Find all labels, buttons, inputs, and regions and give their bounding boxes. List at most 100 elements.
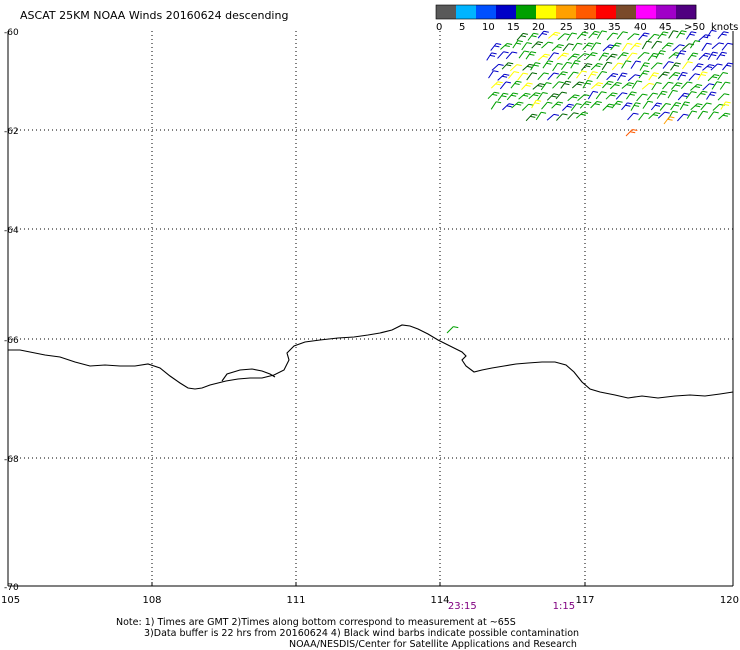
wind-barb xyxy=(672,44,685,52)
wind-barb xyxy=(625,91,637,100)
wind-barb xyxy=(650,102,662,111)
wind-barb xyxy=(531,99,542,109)
wind-barb xyxy=(667,110,678,120)
wind-barb xyxy=(662,81,674,90)
y-tick-label: -60 xyxy=(4,28,19,38)
wind-barb xyxy=(540,82,552,91)
x-tick-label: 108 xyxy=(142,595,161,606)
wind-barb xyxy=(657,71,670,79)
wind-barb xyxy=(560,80,572,89)
wind-barb xyxy=(571,42,583,51)
wind-barb xyxy=(668,30,679,39)
wind-barb xyxy=(711,81,722,90)
wind-barb xyxy=(490,43,502,51)
wind-barb xyxy=(706,29,717,39)
wind-barb xyxy=(718,112,731,120)
colorbar-tick-label: 30 xyxy=(583,22,596,33)
colorbar-tick-labels: 0 5 10 15 20 25 30 35 40 45 >50 xyxy=(436,22,705,33)
wind-barb xyxy=(551,101,564,109)
colorbar-segment xyxy=(616,5,637,19)
map-frame xyxy=(7,31,734,587)
wind-barb xyxy=(630,42,642,51)
wind-barb xyxy=(590,42,602,51)
wind-barb xyxy=(638,112,650,121)
wind-barb xyxy=(579,101,592,109)
wind-barb xyxy=(667,89,678,99)
wind-barb xyxy=(555,91,567,100)
wind-barb xyxy=(661,42,674,50)
wind-barb xyxy=(711,42,724,50)
wind-barb xyxy=(557,33,570,41)
wind-barb xyxy=(602,103,615,111)
wind-barb xyxy=(626,52,638,61)
wind-barb xyxy=(605,92,618,100)
wind-barb xyxy=(707,51,718,61)
wind-barb xyxy=(702,83,715,91)
wind-barb xyxy=(680,81,693,89)
wind-barb xyxy=(590,101,602,109)
wind-barb xyxy=(587,71,598,80)
wind-barb xyxy=(548,31,561,39)
colorbar-tick-label: 0 xyxy=(436,22,442,33)
wind-barb xyxy=(625,129,638,137)
wind-barb xyxy=(627,74,641,82)
wind-barb xyxy=(517,72,529,81)
lat-lon-grid xyxy=(8,31,733,586)
wind-barb xyxy=(596,71,607,80)
x-tick-label: 117 xyxy=(575,595,594,606)
wind-barb xyxy=(552,62,563,72)
wind-barb xyxy=(500,43,513,50)
wind-barb xyxy=(508,71,520,79)
wind-barb xyxy=(668,72,681,80)
wind-barb xyxy=(721,42,733,51)
colorbar-segment xyxy=(676,5,697,19)
wind-barb xyxy=(716,51,727,60)
wind-barb xyxy=(546,113,559,121)
wind-barb xyxy=(610,42,622,51)
wind-barb xyxy=(685,31,697,40)
colorbar-tick-label: >50 xyxy=(684,22,705,33)
wind-barb xyxy=(541,41,554,49)
colorbar-segment xyxy=(476,5,497,19)
wind-barb xyxy=(535,111,547,121)
wind-barb xyxy=(722,62,734,71)
wind-barb xyxy=(537,92,548,101)
wind-barb xyxy=(521,42,532,51)
wind-barb xyxy=(621,102,633,111)
wind-barb xyxy=(687,52,699,61)
wind-barb xyxy=(541,101,553,110)
wind-barb xyxy=(670,62,681,71)
wind-barb xyxy=(647,33,660,42)
wind-barb xyxy=(681,61,693,70)
colorbar-tick-label: 15 xyxy=(507,22,520,33)
wind-barb xyxy=(582,42,594,51)
wind-barb xyxy=(617,72,628,81)
wind-barb xyxy=(601,61,613,71)
wind-barb xyxy=(605,53,618,62)
colorbar-border xyxy=(435,4,697,20)
wind-barb xyxy=(570,60,581,69)
y-tick-label: -66 xyxy=(4,336,19,346)
wind-barb xyxy=(692,63,704,71)
wind-barb xyxy=(638,32,650,41)
x-tick-label: 120 xyxy=(720,595,739,606)
wind-barb xyxy=(491,63,504,71)
wind-barb xyxy=(585,52,598,60)
wind-barb xyxy=(720,101,731,110)
wind-barb xyxy=(630,102,641,111)
wind-barb xyxy=(537,30,549,39)
wind-barb xyxy=(706,91,717,100)
wind-barb xyxy=(646,92,658,101)
wind-barb xyxy=(677,113,689,122)
pass-time-labels: 23:15 1:15 xyxy=(448,601,575,612)
colorbar-tick-label: 5 xyxy=(459,22,465,33)
wind-barb xyxy=(617,52,629,60)
wind-barb xyxy=(638,70,650,79)
wind-barb xyxy=(637,52,650,60)
wind-barb xyxy=(571,81,585,89)
colorbar-tick-label: 40 xyxy=(634,22,647,33)
wind-barb xyxy=(697,71,708,80)
wind-speed-colorbar xyxy=(435,4,697,20)
wind-barb xyxy=(570,103,582,112)
colorbar-tick-label: 35 xyxy=(608,22,621,33)
